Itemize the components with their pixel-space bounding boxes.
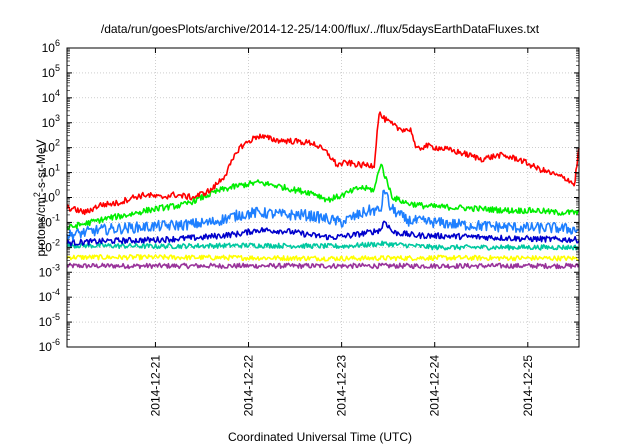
x-tick-label: 2014-12-24 bbox=[428, 355, 442, 417]
y-tick-label: 101 bbox=[42, 163, 60, 180]
series-line bbox=[66, 262, 580, 270]
x-tick-label: 2014-12-25 bbox=[521, 355, 535, 417]
y-tick-label: 105 bbox=[42, 63, 60, 80]
y-tick-label: 102 bbox=[42, 138, 60, 155]
y-axis-label: protons/cm2-s-sr-MeV bbox=[32, 113, 48, 283]
x-tick-label: 2014-12-21 bbox=[148, 355, 162, 417]
y-axis-label-main: protons/cm bbox=[34, 197, 48, 257]
y-axis-label-rest: -s-sr-MeV bbox=[34, 139, 48, 193]
y-tick-label: 10-5 bbox=[39, 312, 60, 329]
x-tick-label: 2014-12-22 bbox=[242, 355, 256, 417]
x-axis-label: Coordinated Universal Time (UTC) bbox=[227, 430, 413, 444]
y-tick-label: 10-1 bbox=[39, 212, 60, 229]
series-line bbox=[66, 220, 580, 247]
x-tick-label: 2014-12-23 bbox=[335, 355, 349, 417]
series-line bbox=[66, 111, 580, 216]
y-tick-label: 100 bbox=[42, 188, 60, 205]
y-tick-label: 10-6 bbox=[39, 337, 60, 354]
tick-labels: 10-6 10-5 10-4 10-3 10-2 10-1 100 101 102 103 104 1… bbox=[39, 38, 535, 416]
y-tick-label: 103 bbox=[42, 113, 60, 130]
series-line bbox=[66, 189, 580, 241]
y-axis-label-sup: 2 bbox=[32, 192, 42, 198]
chart-title: /data/run/goesPlots/archive/2014-12-25/1… bbox=[100, 22, 540, 36]
tick-marks bbox=[67, 47, 579, 348]
series-group bbox=[66, 111, 580, 270]
y-tick-label: 104 bbox=[42, 88, 60, 105]
series-line bbox=[66, 240, 580, 251]
y-tick-label: 106 bbox=[42, 38, 60, 55]
y-tick-label: 10-4 bbox=[39, 287, 60, 304]
y-tick-label: 10-2 bbox=[39, 237, 60, 254]
series-line bbox=[66, 163, 580, 230]
series-line bbox=[66, 254, 580, 262]
y-tick-label: 10-3 bbox=[39, 262, 60, 279]
